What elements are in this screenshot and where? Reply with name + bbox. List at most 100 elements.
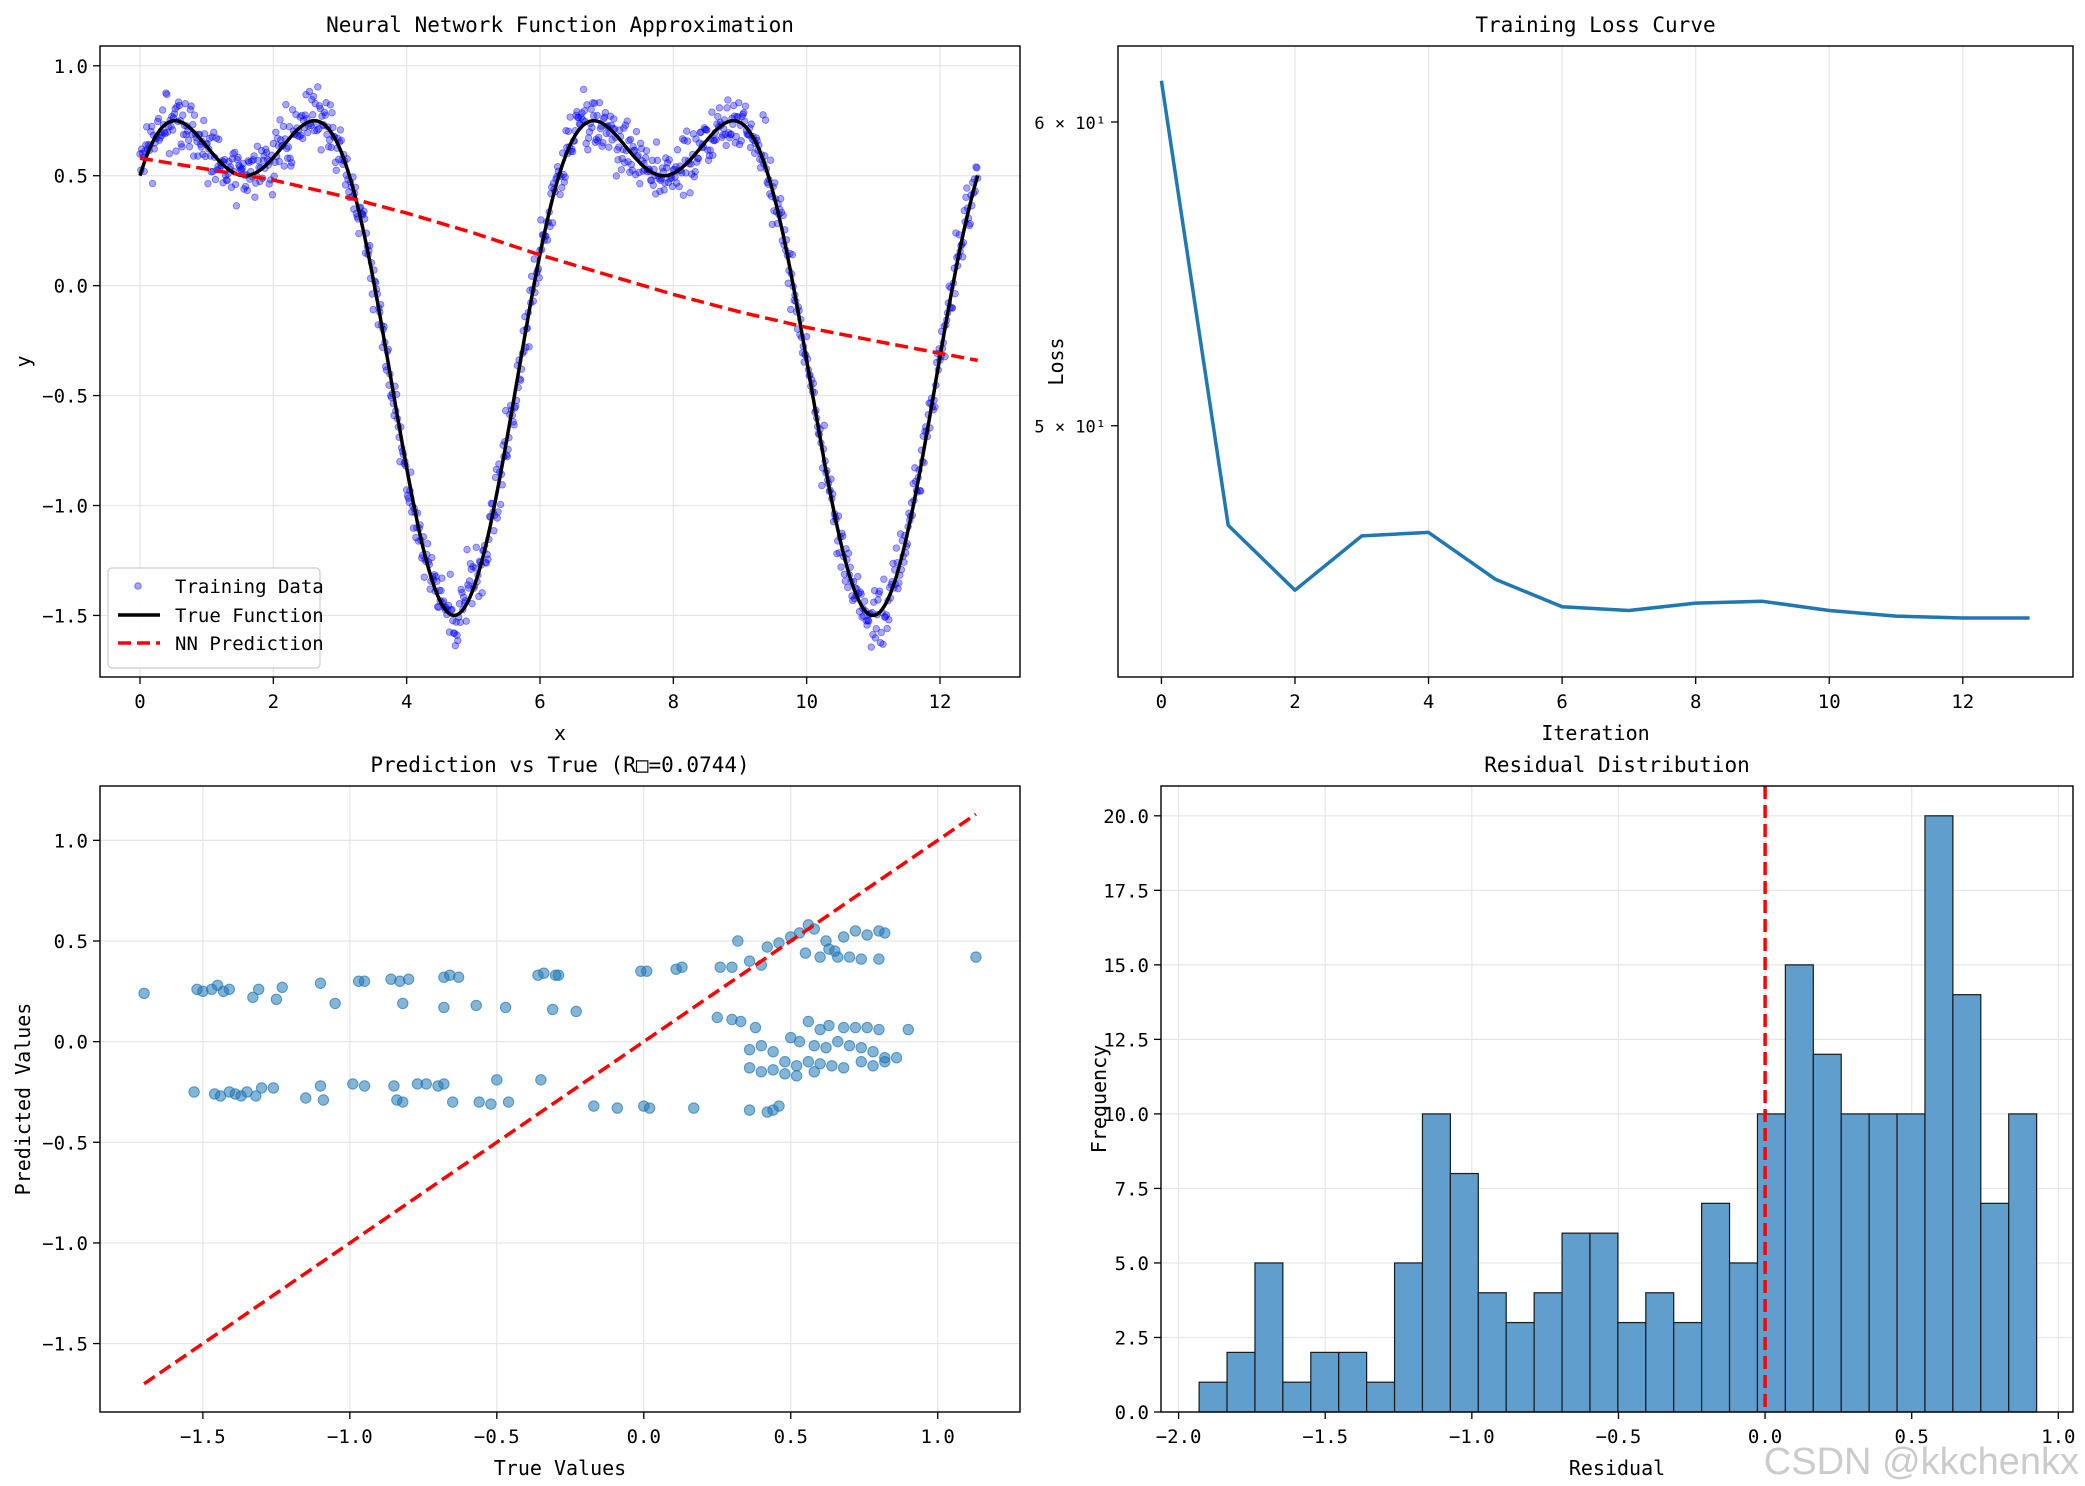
prediction-point xyxy=(711,1011,723,1024)
training-data-point xyxy=(161,129,169,138)
training-data-point xyxy=(683,137,692,145)
training-data-point xyxy=(341,181,350,189)
x-tick-label: −2.0 xyxy=(1156,1426,1202,1448)
training-data-point xyxy=(574,113,582,122)
prediction-point xyxy=(250,1090,262,1102)
plot-frame xyxy=(99,785,1021,1413)
prediction-point xyxy=(470,999,482,1012)
training-data-point xyxy=(617,166,626,174)
training-data-point xyxy=(496,500,505,509)
histogram-bar xyxy=(1449,1172,1479,1413)
training-data-point xyxy=(658,164,667,172)
legend: Training Data True Function NN Prediction xyxy=(107,567,324,669)
prediction-point xyxy=(138,987,150,1000)
training-data-point xyxy=(181,100,189,108)
prediction-point xyxy=(688,1102,700,1114)
histogram-bar xyxy=(1673,1321,1703,1413)
training-data-point xyxy=(598,142,606,150)
training-data-point xyxy=(207,168,215,176)
prediction-point xyxy=(473,1096,485,1108)
training-data-point xyxy=(637,144,646,153)
training-data-point xyxy=(245,158,253,167)
prediction-point xyxy=(270,993,283,1006)
training-data-point xyxy=(301,111,309,119)
prediction-point xyxy=(890,1052,903,1064)
training-data-point xyxy=(653,156,662,165)
training-data-point xyxy=(766,156,775,164)
prediction-point xyxy=(732,935,744,947)
y-axis-label: Loss xyxy=(1044,337,1068,385)
prediction-point xyxy=(358,975,371,987)
prediction-point xyxy=(832,1035,844,1048)
training-data-point xyxy=(690,173,698,181)
training-data-point xyxy=(272,128,280,136)
training-data-point xyxy=(453,631,461,639)
identity-reference-line xyxy=(143,812,977,1386)
training-data-point xyxy=(254,156,262,165)
training-data-point xyxy=(558,183,566,192)
training-data-point xyxy=(705,151,714,160)
training-data-point xyxy=(662,164,671,172)
training-data-point xyxy=(721,130,730,138)
training-data-point xyxy=(262,145,270,153)
training-data-point xyxy=(885,616,893,624)
training-data-point xyxy=(673,146,682,154)
training-data-point xyxy=(735,140,744,149)
training-data-point xyxy=(894,584,902,593)
training-data-point xyxy=(231,148,239,157)
training-data-point xyxy=(869,630,877,639)
x-axis-label: True Values xyxy=(494,1456,626,1480)
training-data-point xyxy=(154,114,163,123)
training-data-point xyxy=(605,143,613,151)
training-data-point xyxy=(158,106,167,114)
training-data-point xyxy=(849,596,857,605)
x-axis-label: Residual xyxy=(1569,1456,1665,1480)
training-data-point xyxy=(564,127,573,135)
plot-frame xyxy=(99,45,1021,678)
training-data-point xyxy=(573,107,581,116)
training-data-point xyxy=(820,421,828,430)
prediction-point xyxy=(826,1060,838,1072)
training-data-point xyxy=(360,207,368,215)
training-data-point xyxy=(409,524,418,532)
prediction-point xyxy=(643,1102,656,1114)
prediction-point xyxy=(726,961,738,973)
histogram-bars xyxy=(1198,815,2038,1413)
training-data-point xyxy=(661,179,669,187)
prediction-point xyxy=(317,1094,330,1106)
training-data-point xyxy=(286,154,294,162)
training-data-point xyxy=(874,596,882,604)
training-data-point xyxy=(648,156,657,165)
training-data-point xyxy=(179,111,187,119)
training-data-point xyxy=(952,229,960,237)
training-data-point xyxy=(262,148,271,157)
training-data-point xyxy=(594,137,602,145)
training-data-point xyxy=(584,134,593,142)
prediction-point xyxy=(779,1056,791,1068)
training-data-point xyxy=(844,549,853,558)
training-data-point xyxy=(288,106,297,114)
training-data-point xyxy=(972,163,980,171)
y-tick-label: 6 × 10¹ xyxy=(1034,114,1106,134)
training-data-point xyxy=(656,187,664,196)
training-data-point xyxy=(714,112,722,121)
x-tick-label: 8 xyxy=(1690,691,1701,713)
prediction-point xyxy=(611,1102,624,1114)
training-data-point xyxy=(682,169,690,177)
training-data-point xyxy=(590,99,599,107)
training-data-point xyxy=(860,597,869,605)
prediction-point xyxy=(879,927,891,939)
training-data-point xyxy=(219,179,227,187)
training-data-point xyxy=(222,176,231,184)
training-data-point xyxy=(572,111,580,120)
legend-label-training: Training Data xyxy=(175,576,324,598)
training-data-point xyxy=(284,143,293,151)
training-data-point xyxy=(324,143,333,151)
training-data-point xyxy=(283,144,291,153)
training-data-point xyxy=(449,629,458,637)
training-data-point xyxy=(660,186,668,194)
training-data-point xyxy=(446,570,454,578)
prediction-point xyxy=(773,937,785,949)
training-data-point xyxy=(756,164,765,172)
training-data-point xyxy=(683,127,691,135)
